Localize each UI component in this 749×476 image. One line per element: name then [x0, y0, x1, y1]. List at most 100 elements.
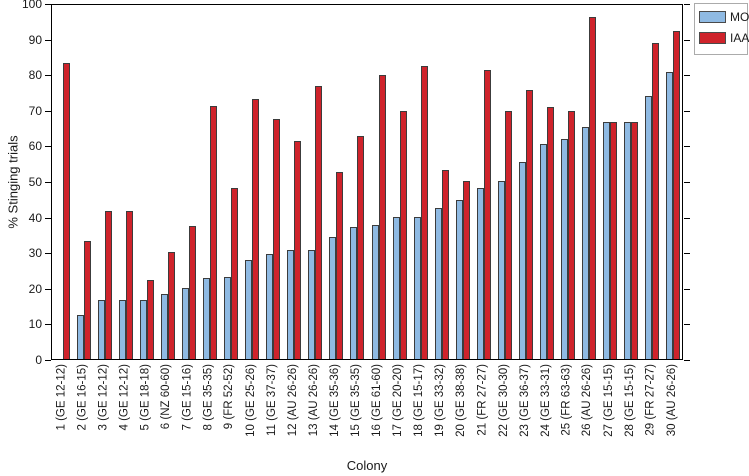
y-axis-title: % Stinging trials [5, 135, 21, 229]
x-tick-label-21: 21 (FR 27-27) [476, 364, 489, 436]
bar-iaa-16 [378, 75, 386, 359]
bar-mo-6 [160, 294, 168, 359]
bar-mo-2 [76, 315, 84, 359]
bar-iaa-18 [420, 66, 428, 359]
x-tick-label-15: 15 (GE 35-35) [349, 364, 362, 437]
x-tick-label-20: 20 (GE 38-38) [455, 364, 468, 437]
y-tick-label: 30 [28, 246, 42, 261]
y-tick-label: 0 [35, 353, 42, 367]
bar-iaa-20 [462, 181, 470, 359]
y-tick-right [684, 75, 690, 77]
bar-iaa-8 [210, 106, 217, 359]
bar-mo-8 [203, 278, 210, 359]
bar-iaa-11 [273, 119, 281, 359]
x-tick-label-1: 1 (GE 12-12) [55, 364, 68, 431]
x-tick-label-10: 10 (GE 25-26) [244, 364, 257, 437]
bar-iaa-19 [441, 170, 449, 359]
y-tick-left [45, 288, 51, 290]
y-tick-left [45, 110, 51, 112]
y-tick-left [45, 75, 51, 77]
bar-mo-28 [624, 122, 632, 359]
legend-label-iaa: IAA [730, 31, 749, 45]
bar-mo-16 [371, 225, 379, 359]
bar-mo-26 [582, 127, 590, 359]
bar-mo-24 [540, 144, 548, 359]
y-tick-label: 20 [28, 281, 42, 296]
x-tick-label-30: 30 (AU 26-26) [665, 364, 678, 437]
y-tick-label: 50 [28, 175, 42, 189]
bar-mo-7 [181, 288, 189, 359]
y-tick-right [684, 146, 690, 148]
y-tick-left [45, 253, 51, 255]
legend-item-iaa: IAA [699, 31, 749, 45]
bar-iaa-4 [125, 211, 133, 359]
x-tick-label-12: 12 (AU 26-26) [286, 364, 299, 437]
bar-iaa-27 [610, 122, 618, 359]
y-tick-left [45, 360, 51, 361]
bar-mo-15 [350, 227, 358, 359]
bar-mo-9 [224, 277, 232, 359]
bar-iaa-21 [483, 70, 491, 359]
x-tick-label-11: 11 (GE 37-37) [265, 364, 278, 437]
bar-mo-3 [97, 300, 105, 359]
bar-iaa-14 [336, 172, 344, 359]
bar-mo-10 [245, 260, 253, 359]
bar-iaa-25 [568, 111, 576, 359]
bar-iaa-28 [631, 122, 639, 359]
bar-iaa-13 [315, 86, 323, 359]
y-tick-label: 10 [28, 317, 42, 332]
x-tick-label-4: 4 (GE 12-12) [118, 364, 131, 431]
x-tick-label-7: 7 (GE 15-16) [181, 364, 194, 431]
x-tick-label-3: 3 (GE 12-12) [97, 364, 110, 431]
x-tick-label-28: 28 (GE 15-15) [623, 364, 636, 437]
bar-iaa-5 [146, 280, 154, 359]
x-tick-label-9: 9 (FR 52-52) [223, 364, 236, 430]
bar-iaa-2 [83, 241, 91, 359]
x-tick-label-24: 24 (GE 33-31) [539, 364, 552, 437]
legend: MO IAA [694, 3, 749, 55]
x-tick-label-16: 16 (GE 61-60) [371, 364, 384, 437]
y-tick-right [684, 217, 690, 219]
x-tick-label-27: 27 (GE 15-15) [602, 364, 615, 437]
y-tick-label: 40 [28, 210, 42, 225]
y-tick-left [45, 182, 51, 183]
bar-iaa-15 [357, 136, 365, 359]
x-tick-label-29: 29 (FR 27-27) [644, 364, 657, 436]
bar-mo-23 [519, 162, 526, 359]
x-tick-label-26: 26 (AU 26-26) [581, 364, 594, 437]
bar-iaa-7 [188, 226, 196, 359]
y-tick-right [684, 288, 690, 290]
y-tick-left [45, 324, 51, 326]
iaa-color-swatch [699, 32, 726, 44]
bar-iaa-6 [167, 252, 175, 359]
x-tick-label-19: 19 (GE 33-32) [434, 364, 447, 437]
bar-iaa-17 [399, 111, 407, 359]
bar-iaa-3 [104, 211, 112, 359]
y-tick-left [45, 146, 51, 148]
bar-mo-5 [139, 300, 147, 359]
y-tick-left [45, 39, 51, 41]
bar-mo-4 [118, 300, 126, 359]
y-tick-right [684, 253, 690, 255]
bar-iaa-22 [504, 111, 512, 359]
x-tick-label-8: 8 (GE 35-35) [202, 364, 215, 431]
bar-mo-18 [413, 217, 421, 359]
bar-iaa-1 [62, 63, 70, 359]
x-tick-label-25: 25 (FR 63-63) [560, 364, 573, 436]
legend-label-mo: MO [730, 10, 749, 24]
x-tick-label-23: 23 (GE 36-37) [518, 364, 531, 437]
y-tick-left [45, 4, 51, 5]
bar-mo-27 [603, 122, 611, 359]
bar-mo-17 [392, 217, 400, 359]
y-tick-left [45, 217, 51, 219]
y-tick-right [684, 110, 690, 112]
x-tick-label-6: 6 (NZ 60-60) [160, 364, 173, 430]
bar-mo-22 [497, 181, 505, 359]
bar-mo-30 [666, 72, 674, 359]
bar-iaa-30 [673, 31, 681, 359]
y-tick-label: 60 [28, 139, 42, 154]
bar-iaa-23 [526, 90, 533, 359]
x-tick-label-17: 17 (GE 20-20) [392, 364, 405, 437]
bar-mo-13 [308, 250, 316, 359]
